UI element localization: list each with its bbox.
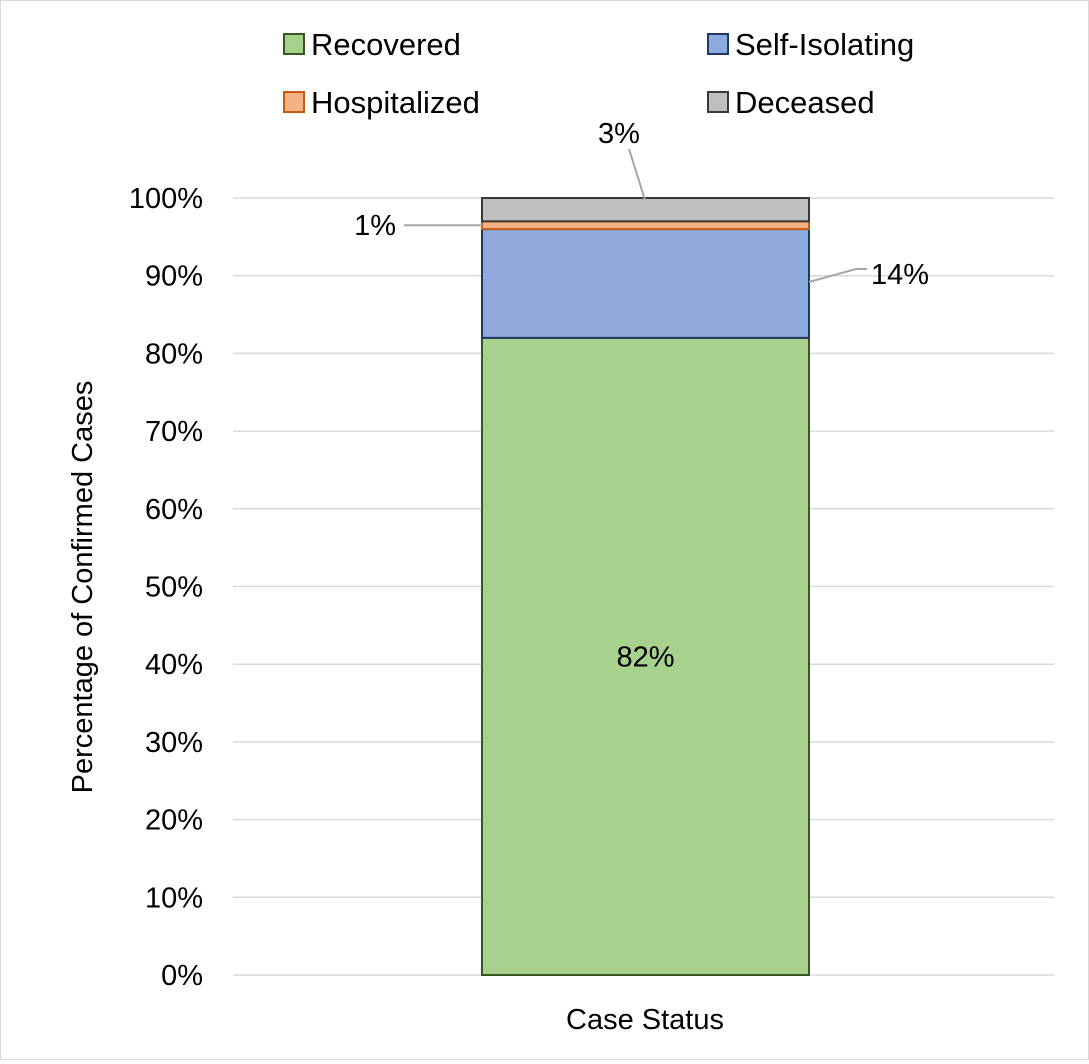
y-tick-label: 50% [145, 572, 203, 604]
legend-label-recovered: Recovered [311, 27, 461, 62]
y-axis-title: Percentage of Confirmed Cases [67, 381, 99, 794]
y-tick-label: 30% [145, 727, 203, 759]
legend-swatch-self-isolating [707, 33, 729, 55]
bar-segments [481, 197, 810, 976]
y-tick-label: 80% [145, 338, 203, 370]
y-tick-label: 10% [145, 882, 203, 914]
legend-swatch-deceased [707, 91, 729, 113]
y-tick-label: 70% [145, 416, 203, 448]
bar-segment-hospitalized [481, 220, 810, 231]
y-tick-label: 90% [145, 261, 203, 293]
legend: Recovered Self-Isolating Hospitalized Decea… [283, 27, 914, 120]
y-tick-label: 20% [145, 805, 203, 837]
legend-swatch-hospitalized [283, 91, 305, 113]
data-label-hospitalized: 1% [354, 210, 396, 242]
legend-label-hospitalized: Hospitalized [311, 85, 480, 120]
bar-segment-deceased [481, 197, 810, 223]
bar-segment-recovered [481, 336, 810, 976]
legend-label-self-isolating: Self-Isolating [735, 27, 914, 62]
y-tick-label: 0% [161, 960, 203, 992]
x-axis-title: Case Status [566, 1004, 724, 1036]
legend-label-deceased: Deceased [735, 85, 875, 120]
data-labels: 82% 14% 1% 3% [354, 118, 929, 673]
y-tick-label: 40% [145, 649, 203, 681]
bar-segment-self-isolating [481, 228, 810, 339]
y-tick-label: 60% [145, 494, 203, 526]
y-tick-labels: 0% 10% 20% 30% 40% 50% 60% 70% 80% 90% 100% [129, 183, 203, 992]
legend-swatch-recovered [283, 33, 305, 55]
data-label-deceased: 3% [598, 118, 640, 150]
leader-line-self-isolating [808, 268, 867, 283]
data-label-self-isolating: 14% [871, 259, 929, 291]
data-label-recovered: 82% [616, 641, 674, 673]
leader-line-deceased [628, 148, 646, 201]
y-tick-label: 100% [129, 183, 203, 215]
